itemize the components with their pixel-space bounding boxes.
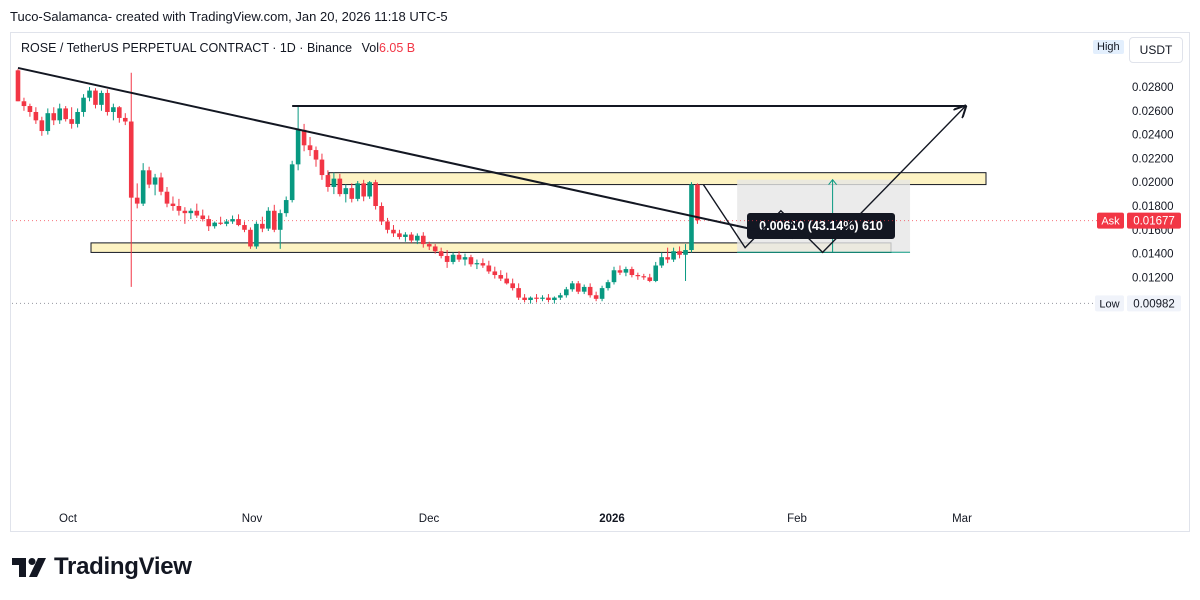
symbol-info: ROSE / TetherUS PERPETUAL CONTRACT · 1D …	[21, 41, 415, 55]
currency-button[interactable]: USDT	[1129, 37, 1183, 63]
tradingview-logo-text: TradingView	[54, 553, 192, 580]
tradingview-logo[interactable]: TradingView	[12, 552, 192, 582]
volume-value: 6.05 B	[379, 41, 416, 55]
chart-attribution: Tuco-Salamanca- created with TradingView…	[10, 9, 448, 24]
high-tag: High	[1093, 40, 1124, 54]
symbol-title[interactable]: ROSE / TetherUS PERPETUAL CONTRACT · 1D …	[21, 41, 353, 55]
chart-frame	[10, 32, 1190, 532]
volume-label: Vol	[361, 41, 379, 55]
tradingview-logo-icon	[12, 558, 46, 577]
